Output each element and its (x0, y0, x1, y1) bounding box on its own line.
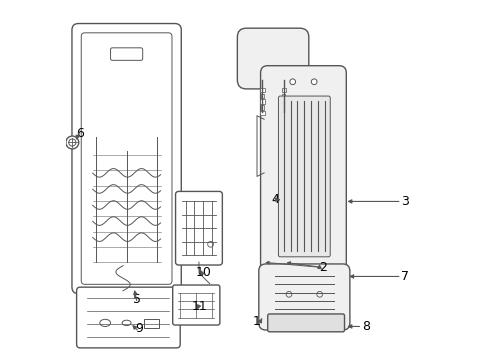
Bar (281, 88, 285, 93)
Bar (260, 99, 264, 104)
Circle shape (311, 79, 316, 85)
Bar (281, 111, 285, 115)
FancyBboxPatch shape (77, 287, 180, 348)
FancyBboxPatch shape (72, 23, 181, 294)
FancyBboxPatch shape (267, 314, 344, 332)
Bar (282, 94, 285, 98)
FancyBboxPatch shape (237, 28, 308, 89)
Text: 11: 11 (192, 300, 207, 313)
FancyBboxPatch shape (175, 192, 222, 265)
Text: 7: 7 (401, 270, 408, 283)
Text: 4: 4 (270, 193, 278, 206)
Bar (282, 105, 285, 110)
Circle shape (289, 79, 295, 85)
Bar (260, 88, 264, 93)
Bar (144, 319, 159, 328)
Bar (260, 94, 264, 98)
Text: 3: 3 (401, 195, 408, 208)
Text: 6: 6 (76, 127, 84, 140)
Bar (260, 105, 264, 110)
FancyBboxPatch shape (172, 285, 220, 325)
Text: 1: 1 (253, 315, 261, 328)
Circle shape (66, 136, 79, 149)
Text: 5: 5 (133, 293, 141, 306)
Bar (205, 285, 213, 291)
Text: 8: 8 (361, 320, 369, 333)
Text: 10: 10 (195, 266, 211, 279)
Bar (260, 111, 264, 115)
Text: 2: 2 (319, 261, 326, 274)
FancyBboxPatch shape (278, 96, 329, 257)
Bar (281, 99, 285, 104)
FancyBboxPatch shape (260, 66, 346, 280)
FancyBboxPatch shape (258, 264, 349, 330)
Text: 9: 9 (135, 322, 143, 335)
